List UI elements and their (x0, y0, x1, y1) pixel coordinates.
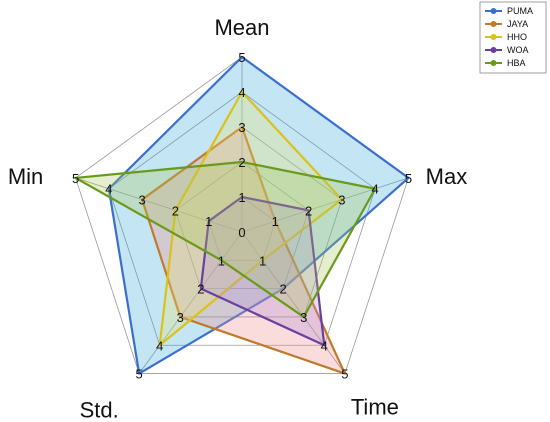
legend-entry-puma: PUMA (507, 6, 533, 16)
grid-ring-2 (174, 161, 310, 290)
value-label: 2 (197, 282, 204, 297)
value-label: 2 (280, 282, 287, 297)
value-label: 3 (177, 310, 184, 325)
axis-labels: Mean Max Time Std. Min (8, 15, 467, 422)
legend-swatch-marker (490, 47, 497, 53)
value-label: 1 (218, 253, 225, 268)
value-label: 2 (305, 203, 312, 218)
legend-entry-woa: WOA (507, 45, 529, 55)
grid-spoke (75, 177, 243, 233)
value-label: 2 (172, 203, 179, 218)
axis-label-mean: Mean (214, 15, 269, 40)
value-label: 5 (238, 50, 245, 65)
value-label: 5 (405, 171, 412, 186)
axis-label-min: Min (8, 164, 43, 189)
value-label: 3 (338, 193, 345, 208)
legend-swatch-marker (490, 8, 497, 14)
legend-swatch-marker (490, 34, 497, 40)
value-label: 5 (341, 367, 348, 382)
center-label: 0 (238, 225, 245, 240)
value-label: 1 (259, 253, 266, 268)
value-label: 4 (238, 85, 245, 100)
value-label: 4 (105, 182, 112, 197)
series-woa-polygon (199, 195, 326, 347)
value-label: 3 (139, 193, 146, 208)
value-label: 4 (321, 338, 328, 353)
value-label: 3 (238, 120, 245, 135)
value-label: 1 (238, 190, 245, 205)
legend: PUMA JAYA HHO WOA HBA (479, 1, 547, 74)
value-label: 3 (300, 310, 307, 325)
axis-label-std: Std. (80, 398, 119, 422)
value-label: 1 (205, 214, 212, 229)
legend-entry-hho: HHO (507, 32, 527, 42)
value-label: 2 (238, 155, 245, 170)
radar-series (74, 55, 410, 375)
series-hba-polygon (74, 160, 377, 319)
grid-spoke (241, 177, 409, 233)
value-label: 4 (372, 182, 379, 197)
series-puma-polygon (107, 55, 410, 375)
legend-swatch-marker (490, 21, 497, 27)
grid-spoke (241, 231, 346, 374)
grid-spoke (138, 231, 243, 374)
axis-label-time: Time (351, 395, 399, 420)
value-label: 5 (72, 171, 79, 186)
series-hho-polygon (158, 90, 343, 347)
value-label: 4 (156, 338, 163, 353)
value-label: 1 (272, 214, 279, 229)
legend-entry-jaya: JAYA (507, 19, 528, 29)
legend-swatch-marker (490, 60, 497, 66)
axis-label-max: Max (426, 164, 468, 189)
series-jaya-polygon (141, 125, 346, 375)
value-label: 5 (136, 367, 143, 382)
legend-entry-hba: HBA (507, 58, 526, 68)
